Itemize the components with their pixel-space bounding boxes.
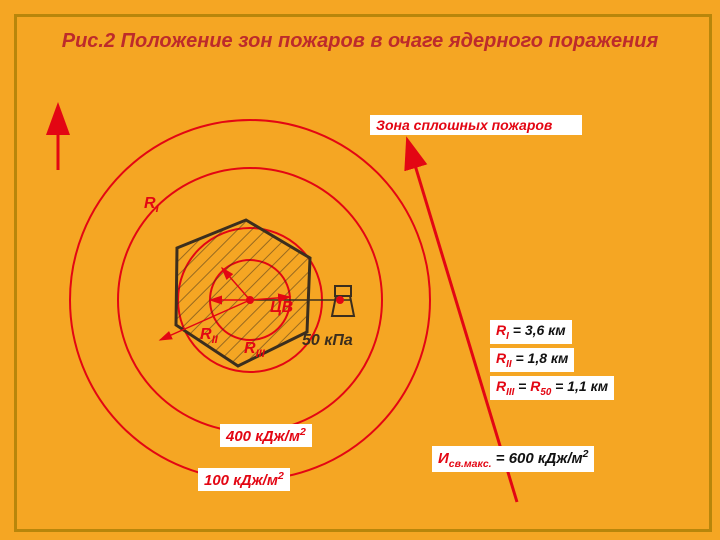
r1-label: RI (144, 195, 159, 215)
r2-label: RII (200, 326, 218, 346)
r3-label: RIII (244, 340, 265, 360)
r2-value-box: RII = 1,8 км (490, 348, 574, 372)
cv-label: ЦВ (270, 299, 293, 317)
r1-value-box: RI = 3,6 км (490, 320, 572, 344)
slide: Рис.2 Положение зон пожаров в очаге ядер… (0, 0, 720, 540)
label-imax: Исв.макс. = 600 кДж/м2 (432, 446, 594, 472)
p50-label: 50 кПа (302, 332, 353, 350)
diagram-svg (0, 0, 720, 540)
zone-label-box: Зона сплошных пожаров (370, 115, 582, 135)
label-100: 100 кДж/м2 (198, 468, 290, 491)
label-400: 400 кДж/м2 (220, 424, 312, 447)
r3-value-box: RIII = R50 = 1,1 км (490, 376, 614, 400)
